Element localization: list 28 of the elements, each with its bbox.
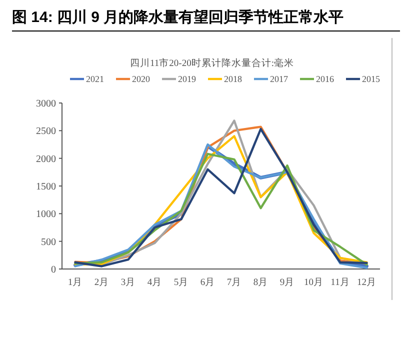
x-tick-label: 2月 — [94, 277, 110, 288]
x-tick-label: 12月 — [357, 277, 376, 288]
y-tick-label: 2000 — [36, 154, 56, 165]
y-tick-label: 2500 — [36, 126, 56, 138]
legend-label: 2016 — [316, 74, 334, 84]
x-tick-label: 3月 — [120, 277, 136, 288]
legend-label: 2021 — [86, 74, 104, 84]
x-tick-label: 4月 — [147, 277, 162, 288]
x-tick-label: 7月 — [226, 277, 242, 288]
chart-subtitle: 四川11市20-20时累计降水量合计:毫米 — [130, 57, 294, 69]
x-tick-label: 8月 — [253, 277, 268, 288]
legend-label: 2019 — [178, 74, 196, 84]
y-tick-label: 0 — [51, 264, 56, 276]
y-tick-label: 3000 — [36, 98, 56, 110]
y-tick-label: 1500 — [36, 182, 56, 192]
chart-title: 图 14: 四川 9 月的降水量有望回归季节性正常水平 — [12, 8, 344, 26]
x-tick-label: 11月 — [330, 277, 350, 288]
x-tick-label: 1月 — [68, 277, 83, 288]
legend-label: 2020 — [132, 74, 150, 84]
y-tick-label: 500 — [41, 236, 56, 248]
x-tick-label: 9月 — [280, 277, 295, 288]
legend-label: 2018 — [224, 74, 242, 84]
x-tick-label: 6月 — [200, 277, 216, 288]
x-tick-label: 5月 — [174, 277, 189, 288]
legend-label: 2017 — [270, 74, 288, 84]
legend-label: 2015 — [362, 74, 380, 84]
y-tick-label: 1000 — [36, 209, 56, 220]
x-tick-label: 10月 — [304, 277, 324, 288]
